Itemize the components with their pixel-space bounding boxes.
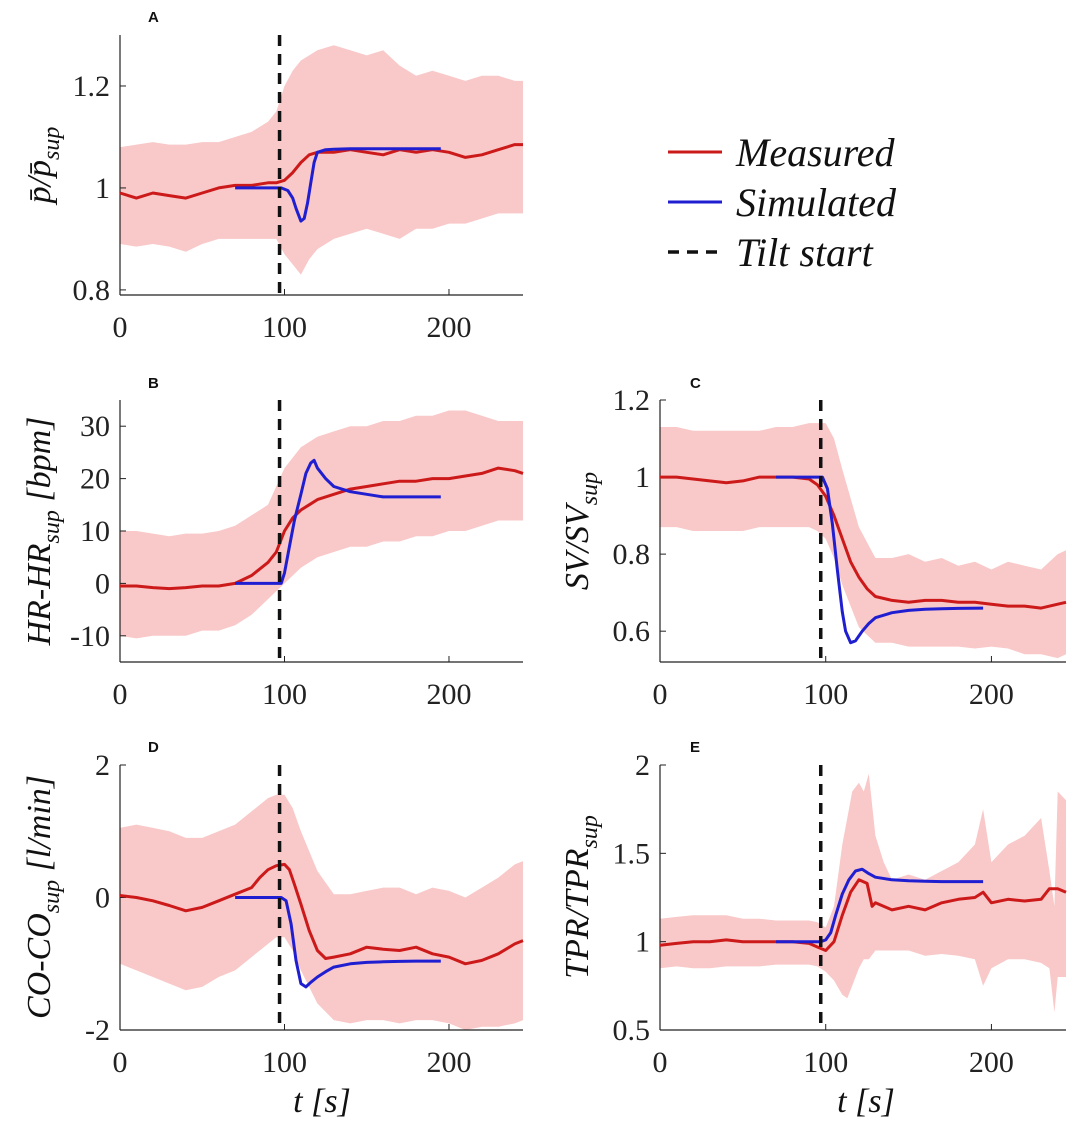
panel-a-letter: A [148, 9, 159, 26]
panel-e-measured-line [659, 878, 1067, 952]
panel-c-xtick-label: 100 [803, 678, 848, 711]
panel-a-band [120, 45, 523, 275]
panel-e-xtick-label: 200 [969, 1046, 1014, 1079]
panel-d-xlabel: t [s] [293, 1083, 351, 1120]
panel-c: 0.6 0.8 1 1.2 0 100 200 C SV/SVsup [559, 375, 1067, 711]
panel-b-ytick-label: -10 [70, 620, 110, 653]
panel-b-measured-line [120, 466, 524, 591]
panel-d-xtick-label: 100 [262, 1046, 307, 1079]
panel-a-xtick-label: 0 [113, 311, 128, 344]
panel-d-measured-line [119, 862, 524, 966]
panel-d-ytick-label: 2 [95, 749, 110, 782]
panel-c-ylabel: SV/SVsup [559, 472, 603, 590]
panel-c-ytick-label: 1.2 [613, 384, 651, 417]
panel-b-xtick-label: 0 [113, 678, 128, 711]
panel-a-ytick-label: 1.2 [73, 70, 111, 103]
panel-e-xtick-label: 100 [803, 1046, 848, 1079]
panel-a-xtick-label: 200 [426, 311, 471, 344]
panel-e-ytick-label: 2 [635, 749, 650, 782]
panel-b-band [120, 410, 523, 639]
panel-b-xtick-label: 100 [262, 678, 307, 711]
panel-b-ytick-label: 30 [80, 410, 110, 443]
panel-a-ylabel: p̄/p̄sup [21, 127, 65, 206]
panel-a-ytick-label: 1 [95, 172, 110, 205]
panel-d-ylabel: CO-COsup [l/min] [21, 775, 65, 1019]
panel-d-ytick-label: -2 [85, 1014, 110, 1047]
panel-d-simulated-line [235, 896, 441, 989]
panel-d-ytick-label: 0 [95, 882, 110, 915]
panel-c-ytick-label: 0.6 [613, 615, 651, 648]
panel-c-ytick-label: 1 [635, 461, 650, 494]
panel-e-letter: E [690, 739, 700, 756]
panel-e-band [660, 773, 1066, 1013]
panel-d-letter: D [148, 739, 159, 756]
panel-c-letter: C [690, 375, 701, 392]
panel-c-band [660, 423, 1066, 659]
panel-d-xtick-label: 0 [113, 1046, 128, 1079]
panel-e-ylabel: TPR/TPRsup [559, 815, 603, 979]
panel-c-ytick-label: 0.8 [613, 538, 651, 571]
panel-e: 0.5 1 1.5 2 0 100 200 E TPR/TPRsup t [s] [559, 739, 1067, 1120]
panel-c-measured-line [660, 475, 1067, 610]
panel-b-ytick-label: 10 [80, 515, 110, 548]
panel-e-ytick-label: 1.5 [613, 837, 651, 870]
panel-b-xtick-label: 200 [426, 678, 471, 711]
legend: Measured Simulated Tilt start [668, 130, 897, 275]
panel-e-ytick-label: 1 [635, 926, 650, 959]
panel-c-xtick-label: 0 [653, 678, 668, 711]
panel-d-band [120, 794, 523, 1030]
legend-simulated-label: Simulated [736, 180, 897, 225]
panel-d-xtick-label: 200 [426, 1046, 471, 1079]
panel-a-xtick-label: 100 [262, 311, 307, 344]
panel-e-xlabel: t [s] [837, 1083, 895, 1120]
panel-a-measured-line [119, 143, 523, 200]
legend-measured-label: Measured [735, 130, 895, 175]
panel-b-ytick-label: 20 [80, 463, 110, 496]
panel-c-xtick-label: 200 [969, 678, 1014, 711]
panel-e-xtick-label: 0 [653, 1046, 668, 1079]
panel-e-ytick-label: 0.5 [613, 1014, 651, 1047]
panel-a: 0.8 1 1.2 0 100 200 Ap̄/p̄sup [21, 9, 523, 344]
panel-b-simulated-line [235, 458, 441, 585]
panel-b-letter: B [148, 375, 159, 392]
panel-b-ylabel: HR-HRsup [bpm] [21, 417, 65, 647]
panel-b-ytick-label: 0 [95, 567, 110, 600]
panel-a-ytick-label: 0.8 [73, 274, 111, 307]
legend-tilt-label: Tilt start [736, 230, 874, 275]
